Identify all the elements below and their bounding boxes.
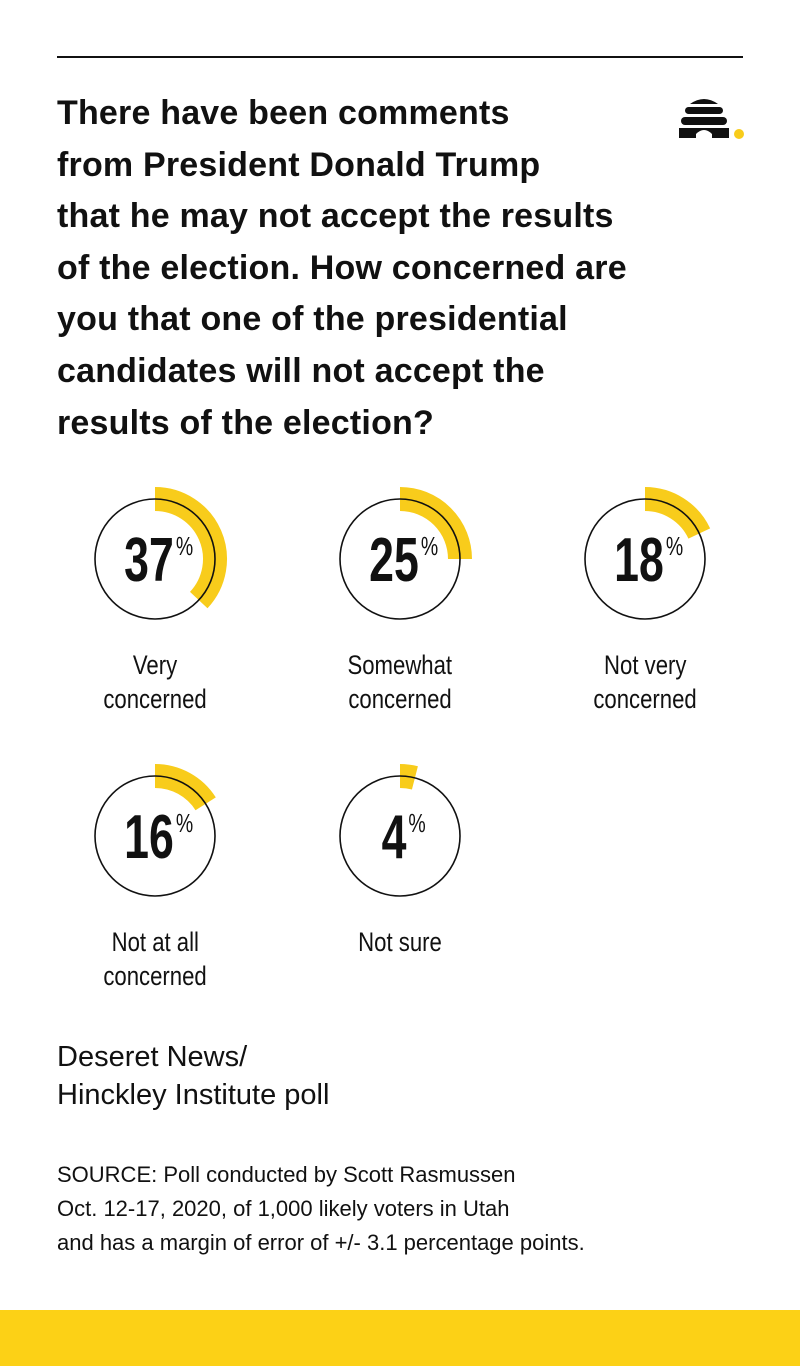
category-label-line: concerned (593, 684, 697, 714)
percent-sign: % (176, 808, 193, 837)
category-label-line: Not very (603, 650, 687, 680)
donut-ring (94, 498, 216, 620)
source-note: SOURCE: Poll conducted by Scott Rasmusse… (57, 1158, 585, 1260)
source-line: SOURCE: Poll conducted by Scott Rasmusse… (57, 1162, 516, 1187)
donut-ring (339, 498, 461, 620)
credit-line: Hinckley Institute poll (57, 1079, 330, 1111)
credit-line: Deseret News/ (57, 1041, 248, 1073)
source-line: and has a margin of error of +/- 3.1 per… (57, 1230, 585, 1255)
footer-bar (0, 1310, 800, 1366)
title-line: candidates will not accept the (57, 351, 545, 390)
percent-sign: % (408, 808, 425, 837)
donut-item: 4% (339, 764, 461, 897)
value-label: 16 (124, 803, 174, 872)
source-line: Oct. 12-17, 2020, of 1,000 likely voters… (57, 1196, 510, 1221)
donut-item: 25% (339, 487, 472, 620)
value-label: 37 (124, 526, 174, 595)
donut-ring (584, 498, 706, 620)
category-label-line: concerned (103, 684, 207, 714)
top-rule (57, 56, 743, 58)
title-line: There have been comments (57, 94, 510, 132)
category-label-line: Not at all (111, 927, 199, 957)
category-label-line: Very (132, 650, 178, 680)
donut-item: 37% (94, 487, 227, 620)
percent-sign: % (666, 531, 683, 560)
category-label: Very concerned (35, 648, 275, 716)
credit: Deseret News/ Hinckley Institute poll (57, 1038, 329, 1114)
question-title: There have been comments from President … (57, 88, 707, 449)
category-label-line: Not sure (358, 927, 442, 957)
value-label: 18 (614, 526, 664, 595)
value-label: 25 (369, 526, 419, 595)
donut-arc (154, 764, 216, 811)
donut-ring (94, 775, 216, 897)
donut-chart: 37% 25% 18 %16% 4% (94, 487, 711, 897)
category-label: Not very concerned (525, 648, 765, 716)
category-label-line: concerned (348, 684, 452, 714)
title-line: from President Donald Trump (57, 145, 541, 184)
donut-ring (339, 775, 461, 897)
donut-item: 16% (94, 764, 216, 897)
beehive-logo-icon (679, 99, 744, 139)
category-label-line: Somewhat (347, 650, 453, 680)
percent-sign: % (176, 531, 193, 560)
title-line: you that one of the presidential (57, 300, 568, 339)
title-line: results of the election? (57, 403, 434, 442)
category-label: Not sure (280, 925, 520, 959)
category-label: Not at all concerned (35, 925, 275, 993)
category-label: Somewhat concerned (280, 648, 520, 716)
category-label-line: concerned (103, 961, 207, 991)
title-line: of the election. How concerned are (57, 248, 627, 287)
title-line: that he may not accept the results (57, 197, 614, 236)
value-label: 4 (382, 803, 407, 872)
donut-item: 18% (584, 487, 711, 620)
percent-sign: % (421, 531, 438, 560)
